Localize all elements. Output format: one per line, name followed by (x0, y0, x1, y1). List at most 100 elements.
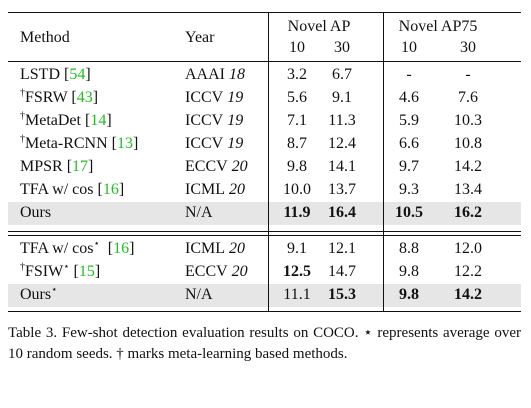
value-cell: 9.1 (332, 89, 352, 106)
value-cell: 3.2 (287, 66, 307, 83)
method-text: ] (129, 240, 135, 257)
year-cell: AAAI 18 (185, 66, 245, 84)
year-cell: N/A (185, 204, 213, 222)
value-cell: 11.9 (283, 204, 311, 221)
method-text: ] (85, 66, 91, 83)
value-cell: - (406, 66, 412, 83)
value-cell: 7.1 (287, 112, 307, 129)
year-cell: ICCV 19 (185, 112, 243, 130)
method-text: LSTD [ (20, 66, 70, 83)
method-text: ⋆ (93, 238, 100, 250)
value-cell: 10.3 (454, 112, 482, 129)
value-cell: 6.6 (399, 135, 419, 152)
method-text: † (20, 87, 25, 99)
year-cell: ICCV 19 (185, 135, 243, 153)
year: 20 (229, 240, 245, 257)
value-cell: 13.4 (454, 181, 482, 198)
method-text: [ (69, 263, 79, 280)
value-cell: 9.7 (399, 158, 419, 175)
value-cell: 12.5 (283, 263, 311, 280)
value-cell: 12.2 (454, 263, 482, 280)
value-cell: 7.6 (458, 89, 478, 106)
venue: ECCV (185, 158, 228, 175)
value-cell: 11.3 (328, 112, 356, 129)
value-cell: 4.6 (399, 89, 419, 106)
method-text: FSRW [ (25, 89, 77, 106)
method-text: ] (88, 158, 94, 175)
value-cell: 14.7 (328, 263, 356, 280)
method-cell: †FSIW⋆ [15] (20, 261, 100, 281)
header-cell: Year (185, 29, 215, 46)
method-text: † (20, 110, 25, 122)
value-cell: 14.1 (328, 158, 356, 175)
method-text: MetaDet [ (25, 112, 91, 129)
venue: ICML (185, 181, 225, 198)
method-text: ] (92, 89, 99, 106)
rule (8, 12, 521, 13)
venue: N/A (185, 204, 213, 221)
rule (8, 231, 521, 232)
value-cell: 9.1 (287, 240, 307, 257)
method-text: † (20, 133, 25, 145)
value-cell: 9.8 (399, 286, 419, 303)
value-cell: 8.7 (287, 135, 307, 152)
caption: Table 3. Few-shot detection evaluation r… (8, 325, 521, 362)
rule (8, 235, 521, 236)
header-sub: 10 (289, 39, 305, 56)
method-text: [ (99, 240, 114, 257)
value-cell: 5.9 (399, 112, 419, 129)
year-cell: ICCV 19 (185, 89, 243, 107)
method-cell: Ours (20, 204, 51, 222)
citation: 16 (102, 181, 119, 198)
method-cell: TFA w/ cos [16] (20, 181, 124, 199)
value-cell: - (465, 66, 471, 83)
method-text: ⋆ (51, 284, 58, 296)
value-cell: 12.4 (328, 135, 356, 152)
year: 20 (231, 158, 248, 175)
value-cell: 6.7 (332, 66, 352, 83)
value-cell: 10.5 (395, 204, 423, 221)
year-cell: ICML 20 (185, 181, 245, 199)
method-text: ⋆ (63, 261, 70, 273)
value-cell: 16.2 (454, 204, 482, 221)
header-group: Novel AP (287, 18, 351, 35)
header-sub: 30 (334, 39, 350, 56)
year: 19 (227, 89, 244, 106)
venue: ICCV (185, 89, 224, 106)
citation: 16 (113, 240, 130, 257)
year-cell: N/A (185, 286, 213, 304)
value-cell: 10.0 (283, 181, 311, 198)
value-cell: 15.3 (328, 286, 356, 303)
venue: AAAI (185, 66, 225, 83)
method-cell: †Meta-RCNN [13] (20, 133, 139, 153)
year: 19 (227, 112, 244, 129)
method-text: ] (118, 181, 125, 198)
value-cell: 9.3 (399, 181, 419, 198)
value-cell: 16.4 (328, 204, 356, 221)
value-cell: 11.1 (283, 286, 311, 303)
method-text: FSIW (25, 263, 64, 280)
venue: N/A (185, 286, 213, 303)
method-text: MPSR [ (20, 158, 73, 175)
venue: ECCV (185, 263, 228, 280)
year-cell: ICML 20 (185, 240, 245, 258)
year-cell: ECCV 20 (185, 263, 248, 281)
method-text: † (20, 261, 25, 273)
method-cell: †MetaDet [14] (20, 110, 112, 130)
value-cell: 8.8 (399, 240, 419, 257)
rule (8, 61, 521, 62)
year: 20 (231, 263, 248, 280)
method-text: TFA w/ cos [ (20, 181, 103, 198)
method-text: Ours (20, 286, 52, 303)
value-cell: 14.2 (454, 158, 482, 175)
method-cell: †FSRW [43] (20, 87, 99, 107)
method-text: ] (132, 135, 139, 152)
method-cell: Ours⋆ (20, 284, 58, 304)
header-sub: 10 (401, 39, 417, 56)
value-cell: 12.0 (454, 240, 482, 257)
citation: 17 (72, 158, 89, 175)
citation: 13 (116, 135, 133, 152)
year: 19 (227, 135, 244, 152)
year: 20 (229, 181, 245, 198)
row-highlight (8, 202, 521, 225)
